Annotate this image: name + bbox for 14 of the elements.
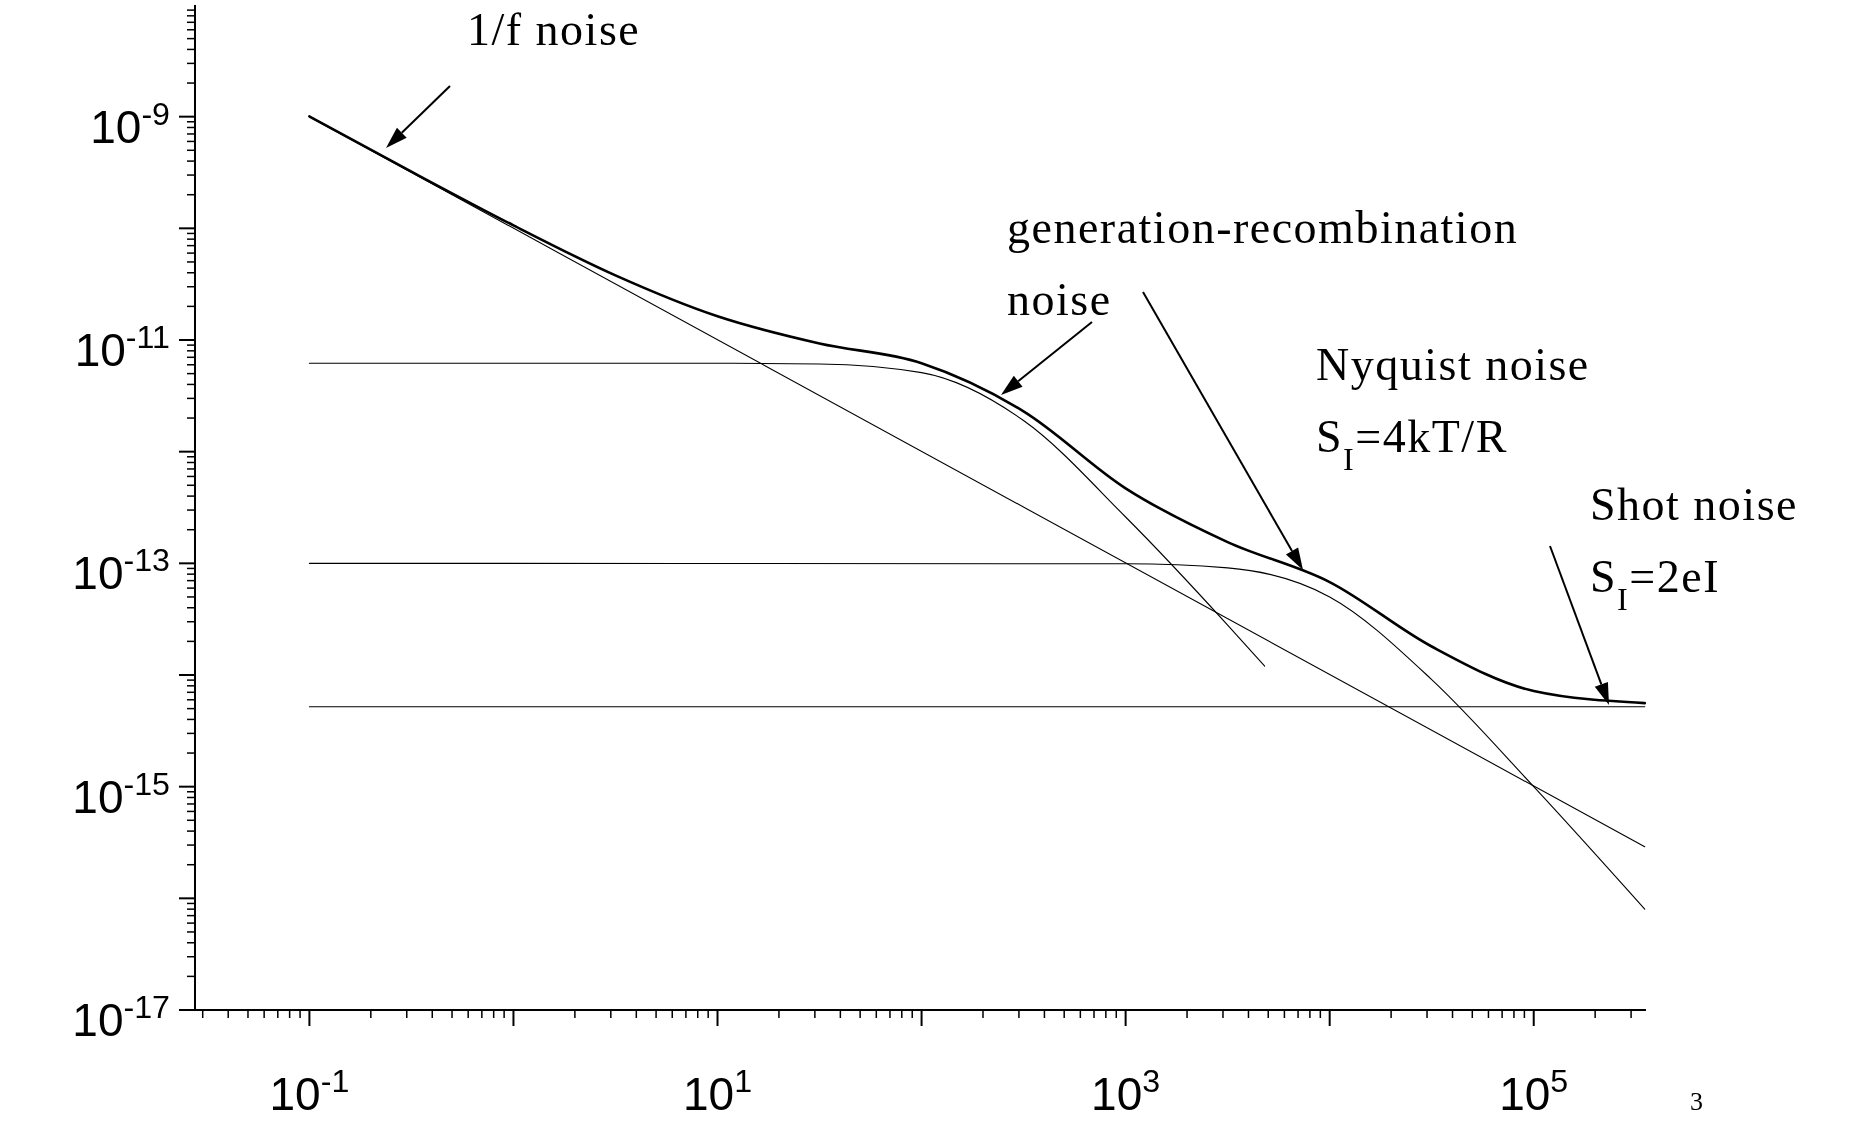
x-tick-label: 10$^{1}$ bbox=[682, 1063, 753, 1120]
y-tick-label: 10$^{-17}$ bbox=[72, 989, 170, 1046]
annotation: 1/f noise bbox=[467, 4, 641, 55]
y-tick-label: 10$^{-11}$ bbox=[74, 319, 170, 376]
y-tick-label: 10$^{-13}$ bbox=[72, 542, 170, 600]
text: 3 bbox=[1690, 1087, 1703, 1116]
y-tick-label: 10$^{-15}$ bbox=[72, 765, 170, 823]
annotation: generation-recombination noise bbox=[1007, 202, 1519, 325]
annotation: Nyquist noise S$_{I}$=4kT/R bbox=[1316, 339, 1590, 477]
annotation: Shot noise S$_{I}$=2eI bbox=[1590, 479, 1798, 617]
x-tick-label: 10$^{3}$ bbox=[1091, 1063, 1161, 1120]
x-tick-label: 10$^{5}$ bbox=[1499, 1063, 1569, 1120]
x-tick-label: 10$^{-1}$ bbox=[269, 1063, 350, 1120]
y-tick-label: 10$^{-9}$ bbox=[90, 95, 170, 153]
